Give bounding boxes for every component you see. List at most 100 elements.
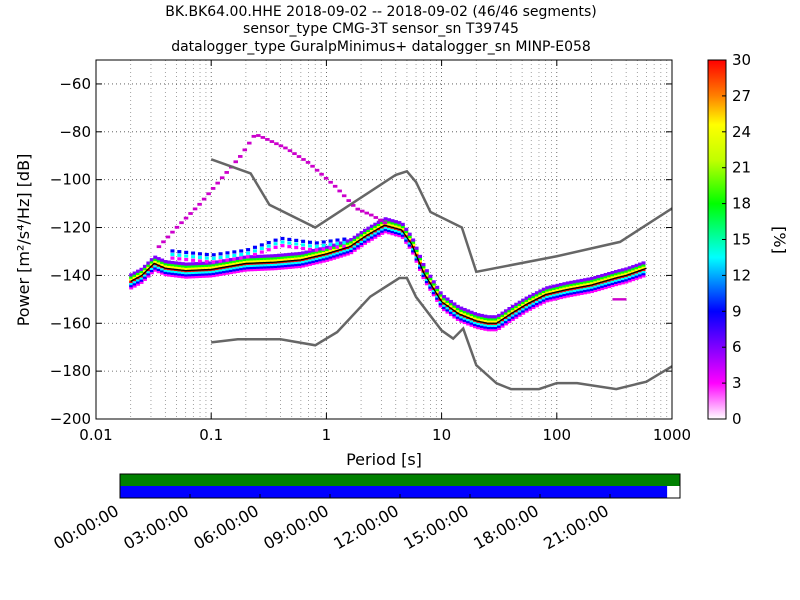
psd-cell	[435, 285, 440, 289]
psd-cell	[634, 268, 639, 272]
psd-cell	[273, 242, 278, 246]
psd-cell	[620, 279, 625, 283]
psd-cell	[514, 315, 519, 319]
psd-cell	[380, 220, 385, 225]
psd-cell	[242, 255, 247, 259]
psd-cell	[414, 248, 419, 253]
psd-cell	[146, 265, 151, 270]
psd-cell	[211, 269, 216, 273]
psd-cell	[510, 315, 515, 319]
psd-cell	[517, 309, 522, 313]
psd-cell	[404, 236, 409, 240]
upper-tail-cell	[274, 142, 279, 146]
psd-cell	[139, 269, 144, 274]
psd-cell	[627, 279, 632, 283]
psd-cell	[184, 262, 189, 266]
psd-cell	[534, 304, 539, 308]
psd-cell	[129, 286, 134, 290]
y-tick-label: −60	[59, 75, 91, 93]
psd-cell	[610, 283, 615, 288]
psd-cell	[624, 276, 629, 280]
psd-cell	[252, 252, 257, 257]
psd-cell	[146, 263, 151, 267]
psd-cell	[421, 273, 426, 277]
psd-cell	[393, 220, 398, 224]
psd-cell	[191, 255, 196, 259]
psd-cell	[459, 310, 464, 315]
psd-cell	[500, 322, 505, 326]
psd-cell	[483, 325, 488, 329]
psd-cell	[383, 227, 388, 232]
psd-cell	[572, 284, 577, 288]
psd-cell	[352, 240, 357, 244]
psd-cell	[479, 318, 484, 322]
psd-cell	[373, 227, 378, 231]
psd-cell	[142, 264, 147, 269]
psd-cell	[218, 261, 223, 266]
psd-cell	[149, 266, 154, 270]
psd-cell	[177, 253, 182, 257]
psd-cell	[442, 299, 447, 303]
upper-tail-cell	[296, 155, 302, 158]
psd-cell	[538, 293, 543, 297]
psd-cell	[459, 308, 464, 312]
psd-cell	[589, 289, 594, 294]
psd-cell	[146, 274, 151, 278]
psd-cell	[476, 323, 481, 328]
psd-cell	[620, 270, 625, 274]
psd-cell	[218, 255, 223, 260]
psd-cell	[318, 251, 323, 255]
psd-cell	[149, 258, 154, 262]
psd-cell	[452, 313, 457, 317]
psd-cell	[380, 223, 385, 227]
psd-cell	[304, 250, 309, 254]
psd-cell	[562, 286, 567, 290]
psd-cell	[338, 241, 343, 245]
psd-cell	[259, 259, 264, 263]
upper-tail-cell	[179, 221, 184, 225]
x-tick-label: 10	[432, 426, 451, 444]
psd-cell	[462, 312, 467, 316]
psd-cell	[180, 270, 185, 274]
psd-cell	[204, 265, 209, 270]
psd-cell	[228, 260, 233, 264]
psd-cell	[424, 273, 429, 277]
psd-cell	[338, 254, 343, 258]
psd-cell	[627, 274, 632, 279]
psd-cell	[153, 255, 158, 259]
upper-tail-cell	[183, 216, 189, 220]
psd-cell	[266, 256, 271, 260]
psd-cell	[586, 279, 591, 283]
psd-cell	[366, 230, 371, 235]
colorbar-tick-label: 9	[732, 302, 742, 320]
psd-cell	[301, 264, 306, 268]
psd-cell	[191, 275, 196, 279]
upper-tail-cell	[350, 203, 356, 207]
psd-cell	[589, 279, 594, 283]
psd-cell	[252, 267, 257, 272]
psd-cell	[139, 278, 144, 282]
psd-cell	[613, 278, 618, 282]
upper-tail-cell	[238, 155, 243, 158]
psd-cell	[507, 311, 512, 315]
psd-cell	[541, 291, 546, 296]
psd-cell	[562, 292, 567, 297]
psd-cell	[521, 307, 526, 311]
psd-cell	[510, 304, 515, 308]
psd-cell	[400, 233, 405, 237]
psd-cell	[541, 296, 546, 300]
psd-cell	[600, 278, 605, 282]
psd-cell	[545, 299, 550, 303]
psd-cell	[407, 241, 412, 245]
psd-cell	[445, 301, 450, 306]
psd-cell	[170, 273, 175, 278]
psd-cell	[576, 288, 581, 292]
psd-cell	[421, 275, 426, 280]
psd-cell	[314, 241, 319, 245]
psd-cell	[156, 257, 161, 261]
psd-cell	[160, 258, 165, 262]
psd-cell	[297, 254, 302, 258]
psd-cell	[373, 231, 378, 235]
psd-cell	[197, 255, 202, 260]
psd-cell	[634, 263, 639, 268]
